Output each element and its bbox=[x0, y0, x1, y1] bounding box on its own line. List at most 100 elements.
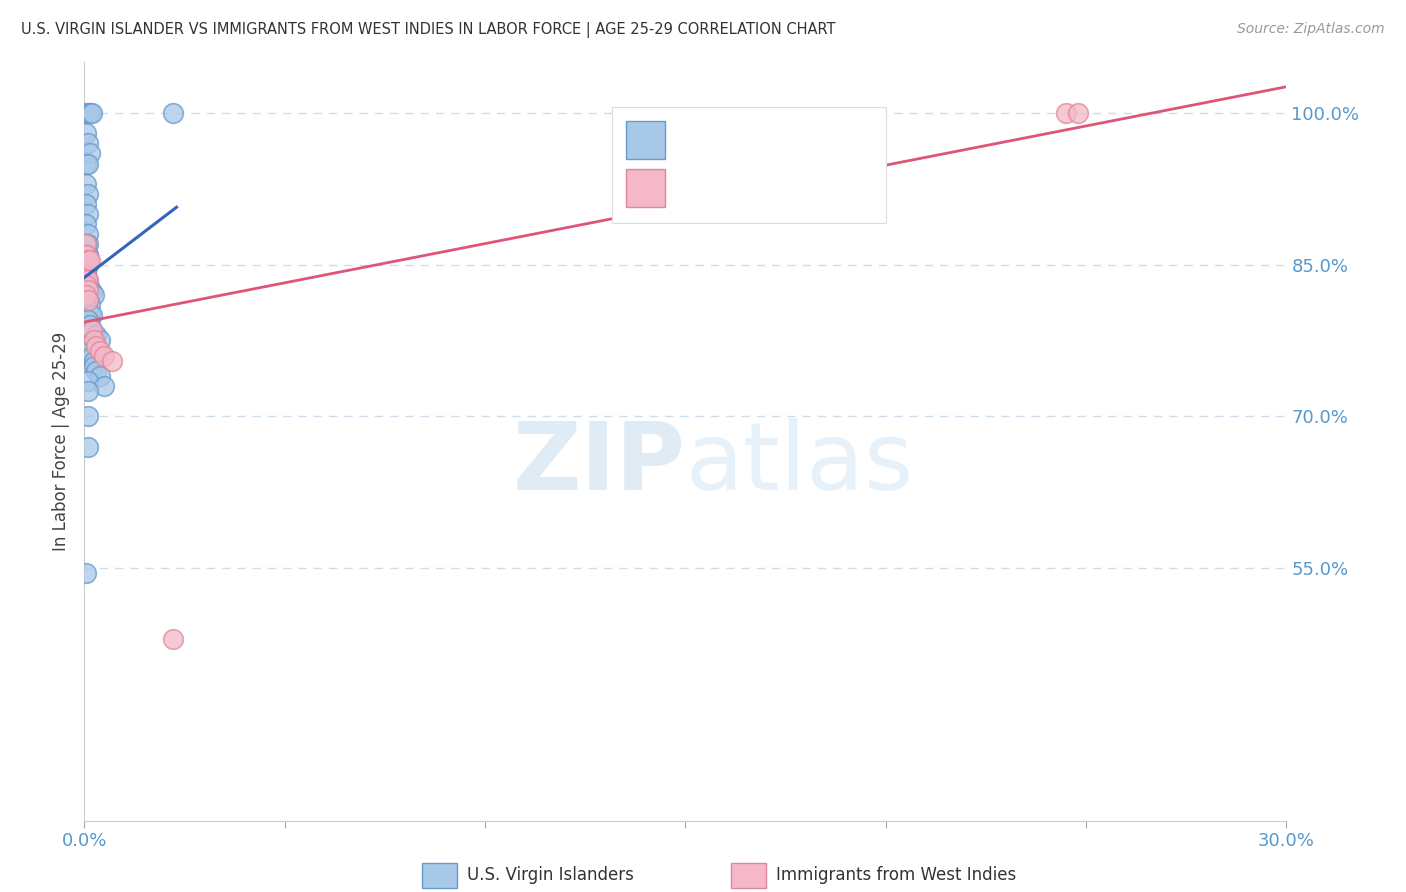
Text: Source: ZipAtlas.com: Source: ZipAtlas.com bbox=[1237, 22, 1385, 37]
Point bbox=[79, 318, 101, 333]
Point bbox=[75, 258, 97, 272]
Point bbox=[75, 257, 97, 271]
Text: U.S. Virgin Islanders: U.S. Virgin Islanders bbox=[467, 866, 634, 884]
Point bbox=[75, 263, 97, 277]
Point bbox=[101, 353, 124, 368]
Point bbox=[75, 252, 97, 267]
Point bbox=[162, 106, 184, 120]
Text: U.S. VIRGIN ISLANDER VS IMMIGRANTS FROM WEST INDIES IN LABOR FORCE | AGE 25-29 C: U.S. VIRGIN ISLANDER VS IMMIGRANTS FROM … bbox=[21, 22, 835, 38]
Point bbox=[1067, 106, 1090, 120]
Text: R =: R = bbox=[679, 124, 721, 144]
Point bbox=[77, 293, 100, 307]
Point bbox=[75, 217, 97, 231]
Point bbox=[77, 247, 100, 261]
Point bbox=[93, 379, 115, 393]
Point bbox=[82, 308, 104, 322]
Point bbox=[75, 269, 97, 284]
Point bbox=[77, 277, 100, 292]
Text: 72: 72 bbox=[817, 124, 842, 144]
Point bbox=[75, 258, 97, 272]
Point bbox=[75, 106, 97, 120]
Point bbox=[75, 261, 97, 276]
Point bbox=[77, 440, 100, 454]
Text: 0.416: 0.416 bbox=[718, 176, 775, 195]
Point bbox=[89, 334, 111, 348]
Point bbox=[75, 247, 97, 261]
Point bbox=[75, 272, 97, 286]
Point bbox=[75, 268, 97, 282]
Point bbox=[75, 237, 97, 252]
Point bbox=[82, 285, 104, 299]
Point bbox=[75, 156, 97, 170]
Point bbox=[89, 368, 111, 383]
Point bbox=[75, 247, 97, 261]
Point bbox=[75, 566, 97, 580]
Point bbox=[75, 247, 97, 261]
Point bbox=[77, 237, 100, 252]
Point bbox=[83, 353, 105, 368]
Point bbox=[75, 266, 97, 280]
Point bbox=[77, 156, 100, 170]
Point bbox=[77, 186, 100, 201]
Point bbox=[75, 237, 97, 252]
Point bbox=[77, 136, 100, 151]
Point bbox=[83, 288, 105, 302]
Point bbox=[75, 237, 97, 252]
Point bbox=[77, 273, 100, 287]
Point bbox=[93, 349, 115, 363]
Point bbox=[75, 247, 97, 261]
Point bbox=[77, 106, 100, 120]
Text: 0.349: 0.349 bbox=[718, 124, 775, 144]
Text: R =: R = bbox=[679, 176, 721, 195]
Point bbox=[77, 252, 100, 267]
Point bbox=[77, 409, 100, 424]
Point bbox=[86, 364, 108, 378]
Text: 19: 19 bbox=[817, 176, 842, 195]
Point bbox=[77, 252, 100, 267]
Point bbox=[75, 252, 97, 267]
Point bbox=[77, 283, 100, 297]
Point bbox=[75, 126, 97, 140]
Point bbox=[82, 323, 104, 337]
Text: N =: N = bbox=[775, 124, 831, 144]
Point bbox=[77, 313, 100, 327]
Point bbox=[77, 227, 100, 242]
Point bbox=[77, 303, 100, 318]
Point bbox=[77, 293, 100, 307]
Point bbox=[77, 258, 100, 272]
Point bbox=[82, 349, 104, 363]
Point bbox=[75, 254, 97, 268]
Point bbox=[77, 247, 100, 261]
Point bbox=[79, 106, 101, 120]
Point bbox=[79, 282, 101, 296]
Point bbox=[83, 334, 105, 348]
Point bbox=[83, 359, 105, 373]
Point bbox=[75, 277, 97, 292]
Point bbox=[79, 298, 101, 312]
Point bbox=[79, 343, 101, 358]
Point bbox=[79, 146, 101, 161]
Point bbox=[77, 207, 100, 221]
Point bbox=[79, 252, 101, 267]
Text: atlas: atlas bbox=[686, 418, 914, 510]
Point bbox=[75, 260, 97, 274]
Point bbox=[79, 308, 101, 322]
Point bbox=[82, 106, 104, 120]
Point bbox=[86, 328, 108, 343]
Point bbox=[75, 258, 97, 272]
Point bbox=[86, 338, 108, 352]
Point bbox=[75, 197, 97, 211]
Point bbox=[75, 258, 97, 272]
Point bbox=[77, 274, 100, 288]
Text: ZIP: ZIP bbox=[513, 418, 686, 510]
Point bbox=[82, 323, 104, 337]
Point bbox=[77, 384, 100, 398]
Point bbox=[75, 288, 97, 302]
Point bbox=[75, 177, 97, 191]
Point bbox=[75, 252, 97, 267]
Point bbox=[162, 632, 184, 646]
Point bbox=[75, 258, 97, 272]
Text: Immigrants from West Indies: Immigrants from West Indies bbox=[776, 866, 1017, 884]
Point bbox=[75, 258, 97, 272]
Point bbox=[75, 268, 97, 282]
